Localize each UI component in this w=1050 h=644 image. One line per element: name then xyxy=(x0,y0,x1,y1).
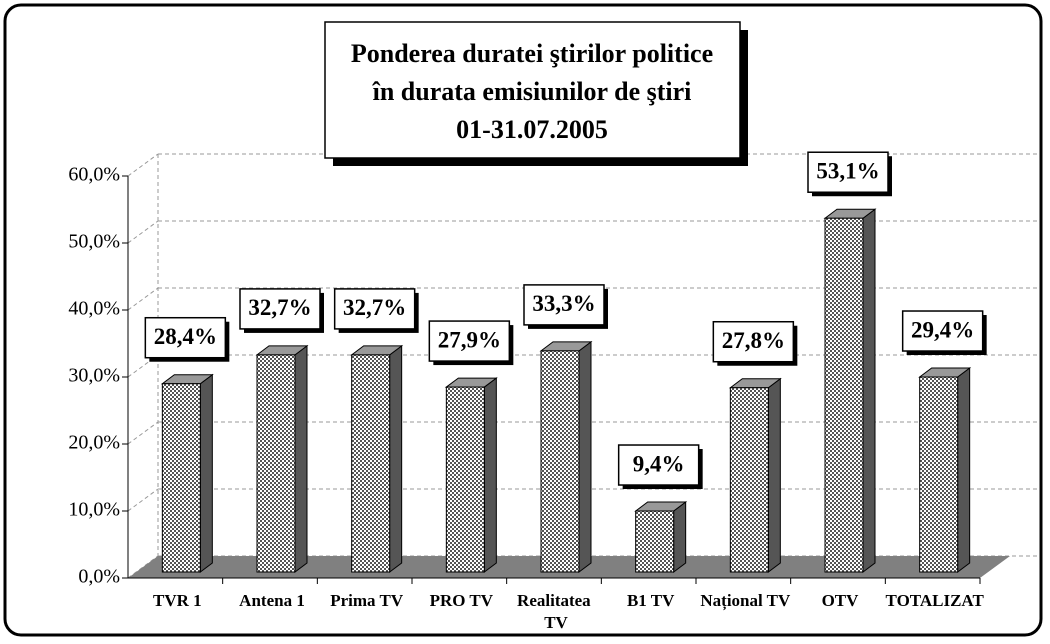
chart-title: 01-31.07.2005 xyxy=(456,115,608,144)
y-tick-label: 50,0% xyxy=(68,231,120,253)
grid-connector xyxy=(127,421,159,445)
value-label: 27,9% xyxy=(438,327,501,352)
y-tick-label: 60,0% xyxy=(68,164,120,186)
bar-side xyxy=(578,340,592,573)
bar-side xyxy=(294,344,308,573)
value-label: 32,7% xyxy=(248,295,311,320)
value-label-box xyxy=(617,444,700,486)
value-label-box xyxy=(428,320,511,362)
value-label: 27,8% xyxy=(722,328,785,353)
bar-side xyxy=(862,208,876,573)
grid-connector xyxy=(127,220,159,244)
x-tick-label: Prima TV xyxy=(330,591,404,610)
y-tick-label: 30,0% xyxy=(68,365,120,387)
bar xyxy=(351,354,391,573)
value-label-box xyxy=(144,316,227,359)
value-label: 29,4% xyxy=(911,317,974,342)
bar xyxy=(729,387,769,573)
x-tick-label: TOTALIZAT xyxy=(886,591,985,610)
bar-side xyxy=(389,344,403,573)
value-label-box xyxy=(333,288,416,330)
chart-title: Ponderea duratei ştirilor politice xyxy=(351,39,713,68)
grid-connector xyxy=(127,153,159,177)
bar xyxy=(919,376,959,573)
x-tick-label: Național TV xyxy=(700,591,791,611)
value-label-box xyxy=(239,288,321,330)
bar xyxy=(540,350,580,573)
bar xyxy=(824,217,864,573)
value-label-box xyxy=(901,310,984,352)
bar-side xyxy=(483,377,497,573)
x-tick-label: Realitatea TV xyxy=(517,591,595,632)
value-label: 9,4% xyxy=(633,451,685,476)
bar-side xyxy=(957,367,971,573)
bar xyxy=(635,510,675,573)
value-label-box xyxy=(807,151,889,193)
value-label: 53,1% xyxy=(816,159,879,184)
grid-connector xyxy=(127,488,159,512)
value-label: 28,4% xyxy=(154,324,217,349)
x-tick-label: OTV xyxy=(822,591,860,610)
x-tick-label: TVR 1 xyxy=(153,591,202,610)
bar-side xyxy=(199,373,213,573)
x-tick-label: B1 TV xyxy=(627,591,675,610)
bar xyxy=(256,354,296,573)
y-tick-label: 20,0% xyxy=(68,432,120,454)
title-box xyxy=(324,21,741,159)
grid-connector xyxy=(127,287,159,311)
chart-title: în durata emisiunilor de ştiri xyxy=(372,77,692,106)
value-label: 33,3% xyxy=(532,291,595,316)
bar xyxy=(161,383,201,573)
value-label: 32,7% xyxy=(343,295,406,320)
bar-side xyxy=(673,501,687,573)
x-tick-label: Antena 1 xyxy=(239,591,305,610)
bar xyxy=(445,386,485,573)
bar-side xyxy=(767,377,781,573)
y-tick-label: 40,0% xyxy=(68,298,120,320)
value-label-box xyxy=(523,284,605,326)
value-label-box xyxy=(712,320,795,363)
x-tick-label: PRO TV xyxy=(430,591,494,610)
y-tick-label: 10,0% xyxy=(68,499,120,521)
y-tick-label: 0,0% xyxy=(78,566,120,588)
